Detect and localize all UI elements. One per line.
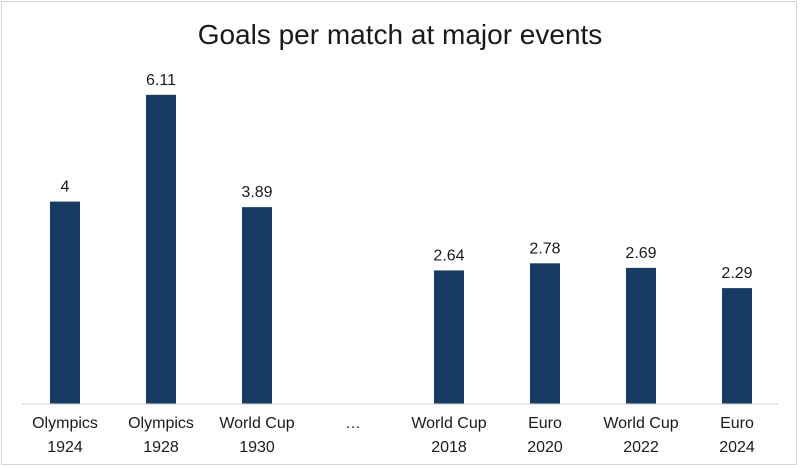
tick-label-7-line-2: 2024 xyxy=(719,439,755,456)
bar-5 xyxy=(530,263,560,404)
bar-4 xyxy=(434,270,464,404)
bar-6 xyxy=(626,267,656,404)
value-label-1: 6.11 xyxy=(146,72,176,89)
tick-label-5-line-2: 2020 xyxy=(527,439,563,456)
tick-label-1-line-2: 1928 xyxy=(143,439,179,456)
tick-label-0-line-2: 1924 xyxy=(47,439,83,456)
bar-2 xyxy=(242,207,272,404)
tick-label-6-line-2: 2022 xyxy=(623,439,659,456)
value-label-0: 4 xyxy=(61,179,70,196)
tick-label-7-line-1: Euro xyxy=(720,415,754,432)
bar-1 xyxy=(146,94,176,404)
tick-label-5-line-1: Euro xyxy=(528,415,562,432)
tick-label-2-line-1: World Cup xyxy=(219,415,294,432)
tick-label-3-line-1: … xyxy=(345,415,361,432)
bars-group xyxy=(50,94,752,404)
tick-label-6-line-1: World Cup xyxy=(603,415,678,432)
tick-label-1-line-1: Olympics xyxy=(128,415,194,432)
tick-labels-group: Olympics 1924 Olympics 1928 World Cup 1930 … Wo… xyxy=(32,415,755,456)
tick-label-4-line-2: 2018 xyxy=(431,439,467,456)
value-label-5: 2.78 xyxy=(529,240,560,257)
value-label-7: 2.29 xyxy=(721,265,752,282)
bar-0 xyxy=(50,201,80,404)
value-label-6: 2.69 xyxy=(625,245,656,262)
tick-label-4-line-1: World Cup xyxy=(411,415,486,432)
value-labels-group: 4 6.11 3.89 2.64 2.78 2.69 2.29 xyxy=(61,72,753,282)
bar-7 xyxy=(722,288,752,404)
tick-label-0-line-1: Olympics xyxy=(32,415,98,432)
tick-label-2-line-2: 1930 xyxy=(239,439,275,456)
value-label-2: 3.89 xyxy=(241,184,272,201)
value-label-4: 2.64 xyxy=(433,247,464,264)
chart-title: Goals per match at major events xyxy=(198,19,603,50)
